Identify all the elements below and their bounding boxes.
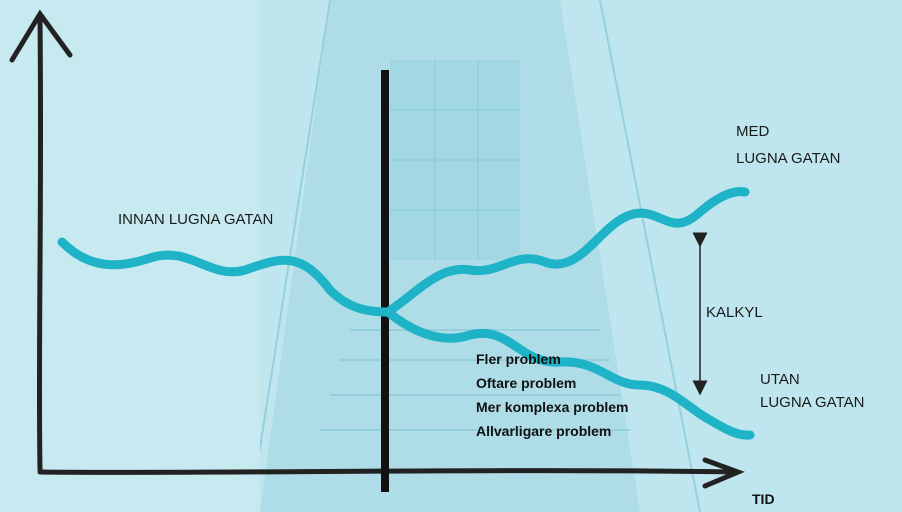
curves — [57, 187, 755, 440]
label-without: UTAN — [760, 371, 800, 388]
label-without: LUGNA GATAN — [760, 394, 864, 411]
axes — [9, 9, 745, 489]
problem-item: Fler problem — [476, 351, 561, 367]
label-with: MED — [736, 123, 770, 140]
problem-item: Allvarligare problem — [476, 423, 611, 439]
label-calc: KALKYL — [706, 304, 763, 321]
divider-bar — [381, 70, 389, 492]
label-before: INNAN LUGNA GATAN — [118, 211, 273, 228]
problem-item: Oftare problem — [476, 375, 576, 391]
x-axis-label: TID — [752, 491, 775, 507]
problem-item: Mer komplexa problem — [476, 399, 629, 415]
staircase-photo — [249, 0, 701, 512]
label-with: LUGNA GATAN — [736, 150, 840, 167]
